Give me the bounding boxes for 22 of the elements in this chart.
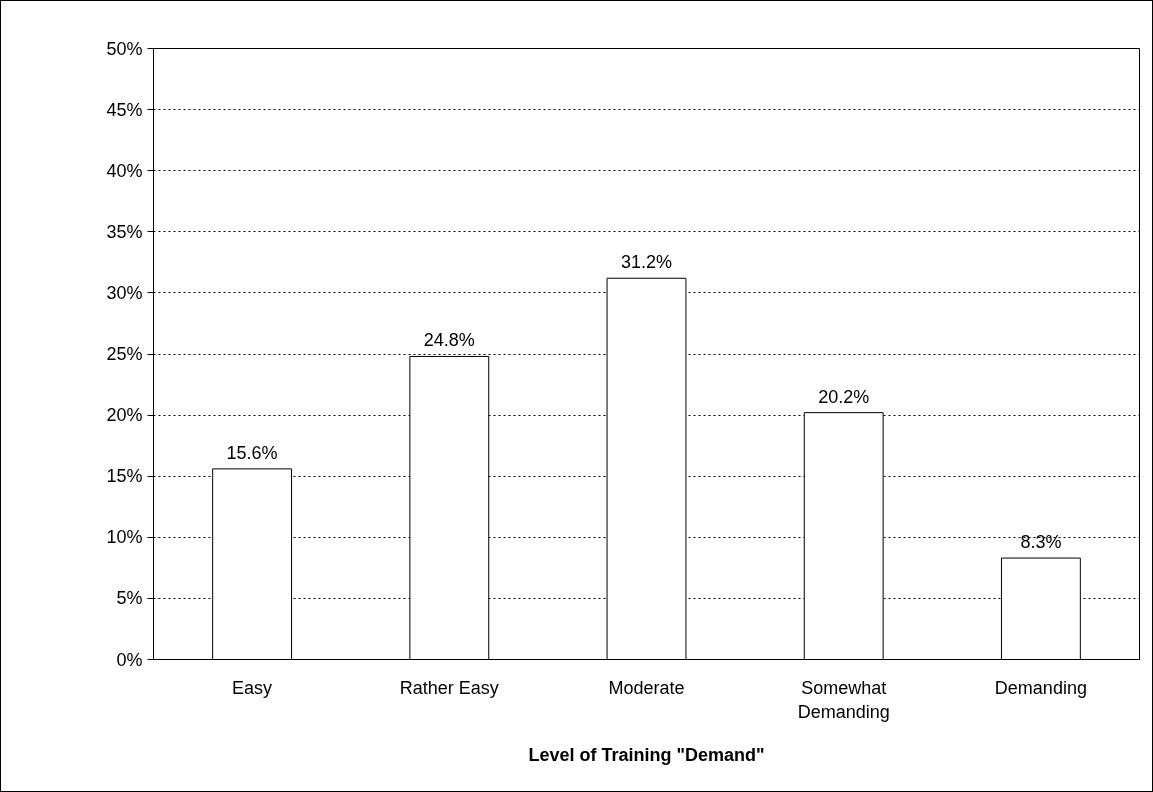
- data-label: 8.3%: [1020, 532, 1062, 553]
- y-tick-label: 25%: [106, 344, 143, 364]
- y-tick-label: 0%: [116, 649, 143, 670]
- data-label: 24.8%: [423, 330, 475, 351]
- x-tick-label: Moderate: [608, 677, 685, 698]
- y-tick-label: 5%: [116, 588, 143, 609]
- data-label: 31.2%: [620, 252, 673, 273]
- y-tick-label: 50%: [106, 38, 143, 59]
- y-tick-label: 40%: [106, 160, 143, 181]
- x-tick-label: Easy: [232, 677, 273, 698]
- y-tick-label: 35%: [106, 221, 143, 242]
- y-tick-label: 45%: [106, 99, 143, 120]
- x-tick-label: Demanding: [994, 677, 1087, 698]
- x-tick-label: Rather Easy: [399, 677, 499, 698]
- y-tick-label: 15%: [106, 466, 143, 487]
- y-tick-label: 20%: [106, 405, 143, 426]
- x-axis-title: Level of Training "Demand": [528, 744, 765, 765]
- y-tick-label: 10%: [106, 527, 143, 548]
- x-tick-label: Somewhat Demanding: [797, 677, 890, 722]
- y-tick-label: 30%: [106, 282, 143, 303]
- data-label: 15.6%: [226, 442, 278, 463]
- data-label: 20.2%: [818, 386, 870, 407]
